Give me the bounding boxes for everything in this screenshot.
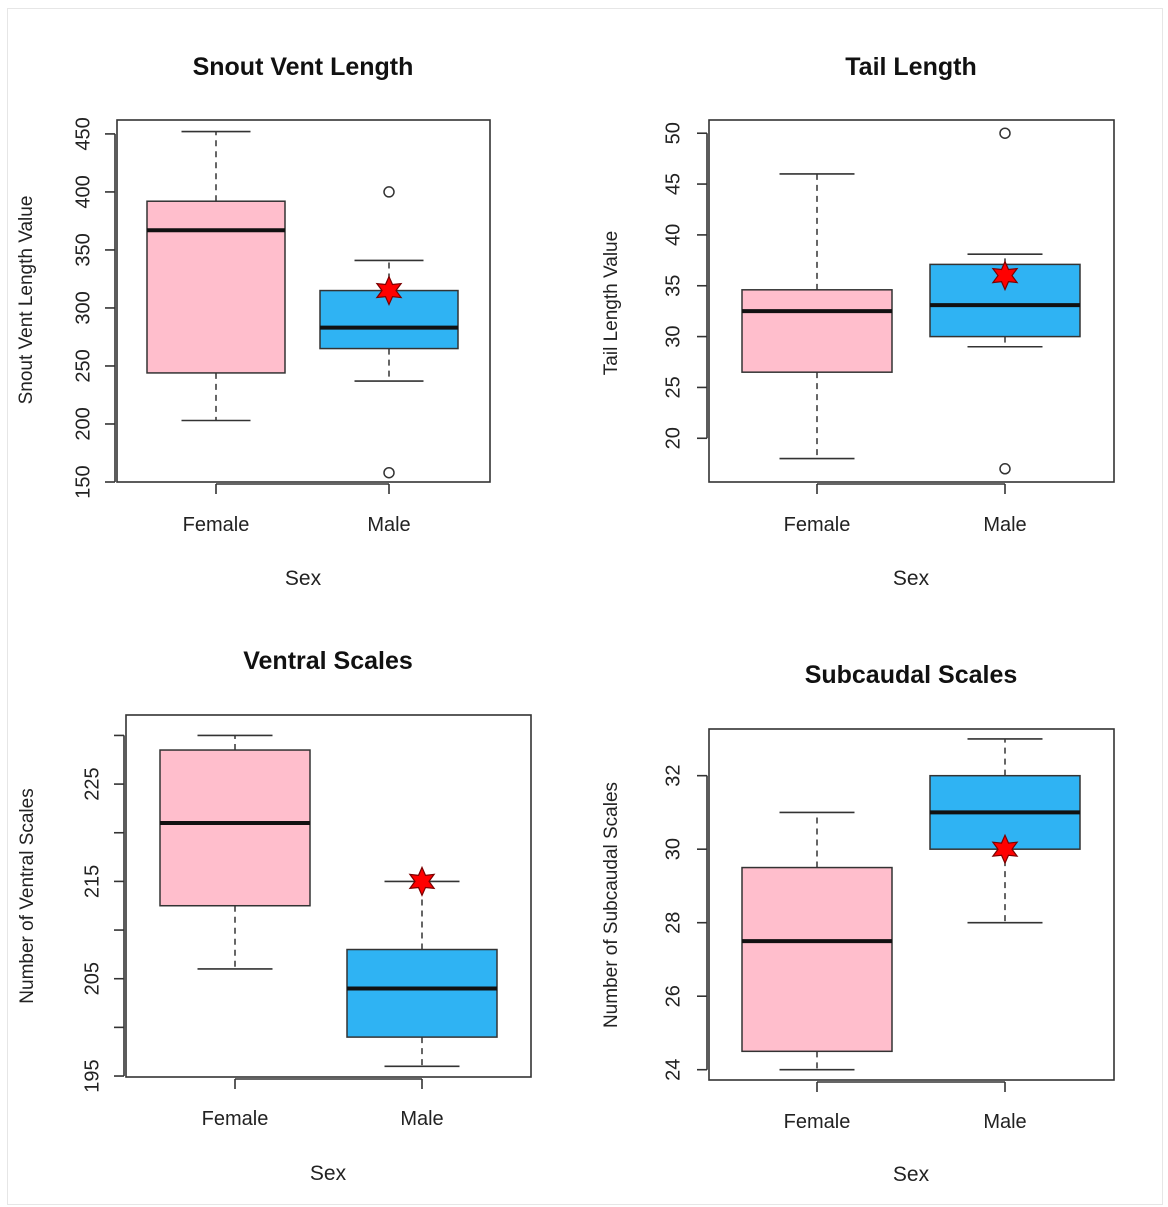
y-tick-label: 40 <box>662 224 684 246</box>
x-tick-label-male: Male <box>983 1111 1026 1133</box>
y-tick-label: 450 <box>72 117 94 150</box>
box-female <box>146 130 286 422</box>
x-tick-label-male: Male <box>367 514 410 536</box>
y-axis-label: Tail Length Value <box>601 231 622 375</box>
mean-star-marker <box>408 865 436 897</box>
y-tick-label: 150 <box>72 465 94 498</box>
panel-tail-length: Tail Length Tail Length Value Sex 20 25 30 35 4… <box>601 53 1115 590</box>
y-tick-label: 28 <box>662 912 684 934</box>
y-tick-label: 225 <box>81 767 103 800</box>
y-tick-label: 26 <box>662 985 684 1007</box>
y-tick-label: 205 <box>81 962 103 995</box>
y-tick-label: 50 <box>662 122 684 144</box>
y-tick-label: 45 <box>662 173 684 195</box>
box-male <box>929 127 1081 475</box>
panel-snout-vent-length: Snout Vent Length Snout Vent Length Value… <box>16 53 491 590</box>
outlier-point <box>999 127 1011 139</box>
y-tick-label: 300 <box>72 291 94 324</box>
box-male <box>346 865 498 1068</box>
y-axis-label: Number of Subcaudal Scales <box>601 782 622 1028</box>
x-tick-label-female: Female <box>784 1111 851 1133</box>
y-tick-label: 32 <box>662 765 684 787</box>
mean-star-marker <box>991 260 1019 292</box>
page-border <box>7 8 1163 1205</box>
x-tick-label-female: Female <box>784 514 851 536</box>
y-tick-label: 25 <box>662 376 684 398</box>
y-axis-label: Snout Vent Length Value <box>16 196 37 405</box>
y-tick-label: 35 <box>662 275 684 297</box>
y-axis-label: Number of Ventral Scales <box>17 788 38 1003</box>
outlier-point <box>383 186 395 198</box>
box-female <box>741 173 893 460</box>
y-tick-label: 215 <box>81 865 103 898</box>
box-male <box>319 186 459 479</box>
chart-title: Ventral Scales <box>243 647 413 675</box>
x-axis-label: Sex <box>285 567 322 590</box>
outlier-point <box>383 466 395 479</box>
x-axis-label: Sex <box>310 1162 347 1185</box>
box-female <box>159 734 311 970</box>
y-tick-label: 30 <box>662 325 684 347</box>
iqr-box <box>741 866 893 1053</box>
chart-title: Tail Length <box>845 53 976 81</box>
y-tick-label: 250 <box>72 349 94 382</box>
y-tick-label: 200 <box>72 407 94 440</box>
iqr-box <box>146 200 286 374</box>
outlier-point <box>999 463 1011 475</box>
y-tick-label: 195 <box>81 1059 103 1092</box>
x-axis-label: Sex <box>893 567 930 590</box>
mean-star-marker <box>991 833 1019 865</box>
y-tick-label: 30 <box>662 838 684 860</box>
y-tick-label: 350 <box>72 233 94 266</box>
plot-frame <box>708 119 1115 483</box>
y-tick-label: 24 <box>662 1059 684 1081</box>
y-tick-label: 400 <box>72 175 94 208</box>
plot-frame <box>125 714 532 1078</box>
chart-title: Snout Vent Length <box>193 53 414 81</box>
iqr-box <box>346 948 498 1038</box>
box-female <box>741 811 893 1071</box>
panel-ventral-scales: Ventral Scales Number of Ventral Scales Se… <box>17 647 532 1185</box>
chart-title: Subcaudal Scales <box>805 661 1018 689</box>
iqr-box <box>159 749 311 907</box>
box-male <box>929 738 1081 924</box>
mean-star-marker <box>375 275 403 307</box>
x-tick-label-female: Female <box>183 514 250 536</box>
iqr-box <box>741 289 893 373</box>
y-tick-label: 20 <box>662 427 684 449</box>
x-tick-label-male: Male <box>983 514 1026 536</box>
plot-frame <box>116 119 491 483</box>
x-tick-label-female: Female <box>202 1108 269 1130</box>
x-axis-label: Sex <box>893 1163 930 1186</box>
x-tick-label-male: Male <box>400 1108 443 1130</box>
plot-frame <box>708 728 1115 1081</box>
panel-subcaudal-scales: Subcaudal Scales Number of Subcaudal Scal… <box>601 661 1115 1186</box>
